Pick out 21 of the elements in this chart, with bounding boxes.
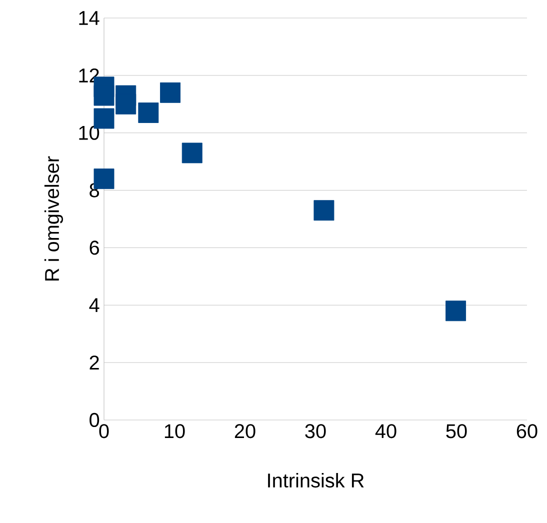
x-tick-label: 20: [234, 424, 256, 438]
y-tick-label: 6: [90, 240, 99, 255]
x-tick-label: 10: [164, 424, 185, 438]
point: [314, 200, 334, 221]
point: [182, 142, 202, 164]
x-tick-label: 40: [375, 424, 396, 438]
y-axis-title: R i omgivelser: [44, 156, 64, 280]
y-tick-label: 14: [79, 11, 100, 25]
x-tick-label: 0: [99, 424, 109, 438]
point: [446, 300, 466, 322]
x-axis-title: Intrinsisk R: [268, 472, 364, 488]
point: [116, 94, 136, 114]
y-tick-label: 4: [89, 298, 100, 312]
point: [94, 85, 114, 106]
x-tick-label: 30: [305, 424, 326, 438]
y-tick-label: 0: [90, 412, 100, 428]
x-tick-label: 60: [516, 424, 538, 438]
point: [138, 102, 159, 123]
point: [160, 82, 181, 103]
x-tick-label: 50: [446, 424, 467, 438]
y-tick-label: 2: [90, 356, 99, 370]
